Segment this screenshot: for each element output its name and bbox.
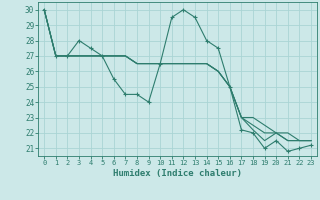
- X-axis label: Humidex (Indice chaleur): Humidex (Indice chaleur): [113, 169, 242, 178]
